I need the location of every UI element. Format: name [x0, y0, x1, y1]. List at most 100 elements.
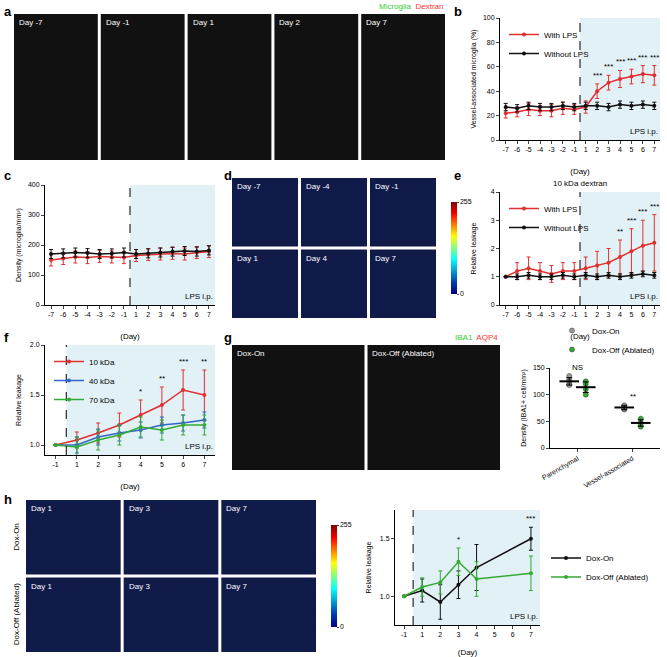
- svg-text:-2: -2: [109, 311, 115, 318]
- svg-text:***: ***: [650, 53, 659, 62]
- svg-text:1: 1: [420, 631, 424, 638]
- svg-text:LPS i.p.: LPS i.p.: [185, 292, 213, 301]
- svg-text:***: ***: [627, 216, 636, 225]
- svg-text:g: g: [224, 330, 232, 345]
- svg-text:LPS i.p.: LPS i.p.: [630, 127, 658, 136]
- svg-text:Day 7: Day 7: [375, 254, 396, 263]
- svg-text:1: 1: [134, 311, 138, 318]
- svg-text:Dox-On: Dox-On: [12, 523, 21, 551]
- svg-text:-3: -3: [548, 311, 554, 318]
- svg-text:Dox-Off (Ablated): Dox-Off (Ablated): [372, 349, 434, 358]
- svg-text:4: 4: [171, 311, 175, 318]
- svg-text:Day -1: Day -1: [375, 182, 399, 191]
- svg-text:100: 100: [533, 391, 545, 398]
- svg-text:1: 1: [584, 311, 588, 318]
- svg-text:*: *: [457, 535, 460, 544]
- svg-text:*: *: [139, 387, 142, 396]
- svg-text:3: 3: [456, 631, 460, 638]
- svg-text:-4: -4: [84, 311, 90, 318]
- svg-text:100: 100: [483, 14, 495, 21]
- svg-text:Day -4: Day -4: [306, 182, 330, 191]
- svg-text:255: 255: [340, 521, 352, 528]
- svg-text:10 kDa dextran: 10 kDa dextran: [553, 179, 607, 188]
- svg-text:1: 1: [491, 273, 495, 280]
- svg-text:7: 7: [207, 311, 211, 318]
- svg-text:Relative leakage: Relative leakage: [365, 542, 373, 594]
- svg-text:Day 7: Day 7: [366, 18, 387, 27]
- svg-text:0: 0: [340, 623, 344, 630]
- svg-text:***: ***: [616, 57, 625, 66]
- svg-text:-4: -4: [537, 146, 543, 153]
- svg-text:(Day): (Day): [120, 332, 140, 341]
- svg-text:5: 5: [629, 146, 633, 153]
- svg-text:6: 6: [181, 461, 185, 468]
- svg-text:Day 1: Day 1: [31, 504, 52, 513]
- svg-text:0: 0: [460, 290, 464, 297]
- svg-text:-1: -1: [571, 311, 577, 318]
- svg-text:-7: -7: [48, 311, 54, 318]
- svg-text:1: 1: [584, 146, 588, 153]
- svg-text:Dox-Off (Ablated): Dox-Off (Ablated): [12, 583, 21, 645]
- svg-text:6: 6: [641, 311, 645, 318]
- svg-text:80: 80: [487, 39, 495, 46]
- svg-text:Dox-Off (Ablated): Dox-Off (Ablated): [592, 346, 654, 355]
- svg-text:7: 7: [202, 461, 206, 468]
- svg-text:-1: -1: [571, 146, 577, 153]
- svg-text:Day 4: Day 4: [306, 254, 327, 263]
- svg-text:f: f: [4, 330, 9, 345]
- svg-text:70 kDa: 70 kDa: [89, 396, 115, 405]
- svg-text:c: c: [4, 168, 11, 183]
- svg-text:-5: -5: [525, 146, 531, 153]
- svg-text:-6: -6: [514, 146, 520, 153]
- svg-text:LPS i.p.: LPS i.p.: [630, 292, 658, 301]
- svg-text:3: 3: [607, 311, 611, 318]
- svg-text:-1: -1: [121, 311, 127, 318]
- svg-text:4: 4: [139, 461, 143, 468]
- svg-text:Dox-On: Dox-On: [586, 554, 614, 563]
- svg-text:4: 4: [491, 188, 495, 195]
- svg-text:b: b: [454, 4, 462, 19]
- svg-text:Microglia Dextran: Microglia Dextran: [379, 2, 443, 11]
- svg-text:(Day): (Day): [570, 332, 590, 341]
- svg-text:Day 2: Day 2: [279, 18, 300, 27]
- svg-text:150: 150: [533, 364, 545, 371]
- svg-text:10 kDa: 10 kDa: [89, 358, 115, 367]
- svg-text:2: 2: [595, 146, 599, 153]
- svg-text:1.5: 1.5: [30, 391, 40, 398]
- svg-text:2.0: 2.0: [30, 341, 40, 348]
- svg-text:***: ***: [650, 202, 659, 211]
- svg-text:400: 400: [28, 181, 40, 188]
- svg-text:e: e: [454, 168, 461, 183]
- svg-text:-5: -5: [525, 311, 531, 318]
- svg-text:1.0: 1.0: [30, 441, 40, 448]
- svg-text:300: 300: [28, 211, 40, 218]
- svg-text:50: 50: [537, 418, 545, 425]
- svg-text:***: ***: [638, 207, 647, 216]
- svg-text:With LPS: With LPS: [544, 31, 577, 40]
- svg-text:3: 3: [158, 311, 162, 318]
- svg-text:Day 1: Day 1: [31, 582, 52, 591]
- svg-text:200: 200: [28, 241, 40, 248]
- svg-text:4: 4: [618, 311, 622, 318]
- svg-text:-1: -1: [53, 461, 59, 468]
- svg-text:-7: -7: [503, 311, 509, 318]
- svg-text:Vessel-associated: Vessel-associated: [582, 455, 634, 489]
- svg-text:-2: -2: [560, 311, 566, 318]
- svg-text:**: **: [617, 227, 623, 236]
- svg-text:-6: -6: [60, 311, 66, 318]
- svg-text:Day -1: Day -1: [106, 18, 130, 27]
- svg-text:***: ***: [627, 56, 636, 65]
- svg-text:5: 5: [493, 631, 497, 638]
- svg-text:Day 7: Day 7: [226, 504, 247, 513]
- svg-text:0: 0: [541, 444, 545, 451]
- svg-text:0: 0: [491, 301, 495, 308]
- svg-text:***: ***: [526, 514, 535, 523]
- svg-text:Day -7: Day -7: [19, 18, 43, 27]
- svg-text:LPS i.p.: LPS i.p.: [185, 442, 213, 451]
- svg-text:2: 2: [146, 311, 150, 318]
- svg-text:Day -7: Day -7: [237, 182, 261, 191]
- svg-text:Density (IBA1+ cell/mm²): Density (IBA1+ cell/mm²): [520, 369, 528, 447]
- svg-text:Relative leakage: Relative leakage: [470, 223, 478, 275]
- svg-text:6: 6: [641, 146, 645, 153]
- svg-text:Day 3: Day 3: [129, 582, 150, 591]
